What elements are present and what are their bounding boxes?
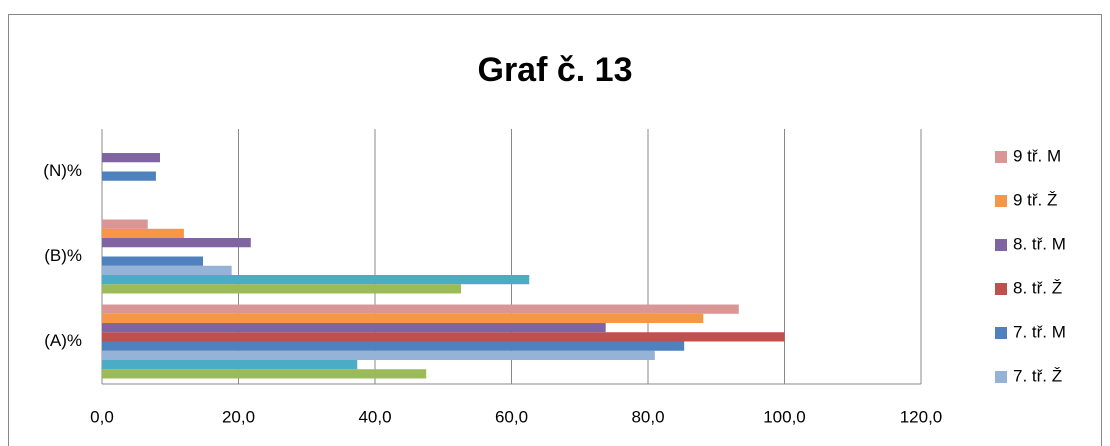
x-tick-label: 60,0 (495, 407, 528, 426)
bar (102, 256, 204, 266)
y-tick-label: (A)% (44, 331, 82, 350)
y-tick-label: (N)% (43, 161, 82, 180)
bar (102, 313, 704, 324)
x-tick-label: 80,0 (631, 407, 664, 426)
legend-label: 9 tř. Ž (1013, 190, 1057, 209)
bar (102, 274, 530, 285)
bar (102, 369, 427, 379)
bar (102, 238, 251, 248)
bar (102, 284, 461, 294)
x-tick-label: 40,0 (358, 407, 391, 426)
legend-swatch (995, 195, 1007, 207)
legend-swatch (995, 327, 1007, 339)
legend-label: 7. tř. Ž (1013, 366, 1062, 385)
x-tick-label: 120,0 (900, 407, 943, 426)
bar (102, 323, 606, 333)
bar (102, 219, 148, 229)
bar (102, 332, 785, 342)
legend-label: 9 tř. M (1013, 146, 1061, 165)
bar (102, 228, 184, 239)
legend-swatch (995, 283, 1007, 295)
chart-title: Graf č. 13 (478, 51, 633, 89)
legend-swatch (995, 371, 1007, 383)
legend-swatch (995, 151, 1007, 163)
legend-swatch (995, 239, 1007, 251)
bar (102, 359, 358, 370)
bar (102, 341, 685, 351)
x-tick-label: 20,0 (222, 407, 255, 426)
x-tick-label: 0,0 (90, 407, 114, 426)
bar (102, 153, 161, 163)
bar (102, 350, 655, 360)
legend-label: 8. tř. Ž (1013, 278, 1062, 297)
bar (102, 304, 739, 314)
legend-label: 7. tř. M (1013, 322, 1066, 341)
bar (102, 171, 156, 181)
bar (102, 265, 232, 275)
y-tick-label: (B)% (44, 246, 82, 265)
legend-label: 8. tř. M (1013, 234, 1066, 253)
x-tick-label: 100,0 (763, 407, 806, 426)
